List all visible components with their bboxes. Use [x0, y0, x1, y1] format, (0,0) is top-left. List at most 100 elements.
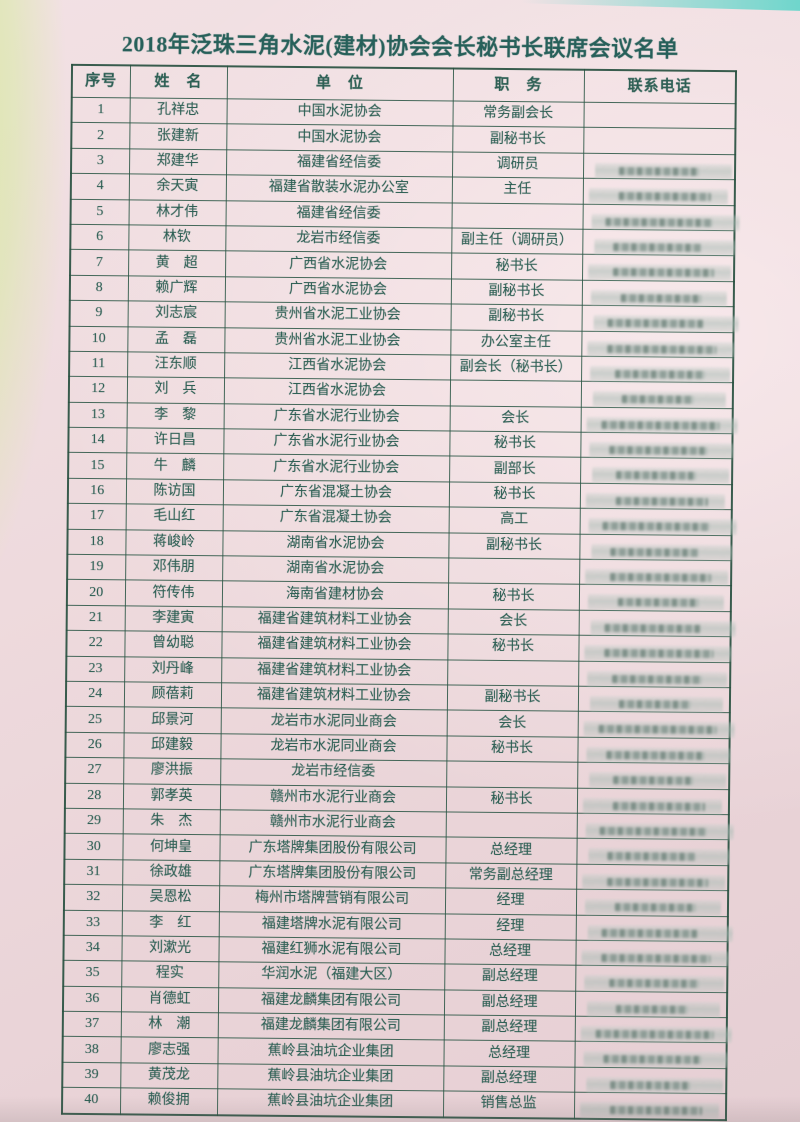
redacted-phone-blur: [586, 1000, 721, 1018]
row-number-cell: 1: [71, 97, 130, 124]
row-number-cell: 7: [70, 249, 129, 276]
phone-cell: [575, 965, 728, 993]
redacted-phone-pixels: [601, 928, 698, 938]
redacted-phone-blur: [591, 467, 730, 485]
bottom-edge-shadow: [0, 1096, 800, 1122]
name-cell: 吴恩松: [121, 884, 220, 912]
redacted-phone-pixels: [600, 826, 708, 836]
redacted-phone-pixels: [618, 192, 712, 202]
redacted-phone-pixels: [613, 801, 706, 811]
position-cell: 常务副会长: [452, 100, 584, 128]
phone-cell: [581, 305, 739, 333]
name-cell: 刘 兵: [126, 377, 225, 404]
redacted-phone-blur: [590, 543, 733, 561]
name-cell: 孟 磊: [127, 326, 225, 353]
redacted-phone-blur: [592, 391, 726, 409]
position-cell: 副总经理: [443, 1015, 575, 1042]
position-cell: 会长: [447, 608, 579, 636]
position-cell: 副秘书长: [446, 684, 579, 712]
position-cell: 秘书长: [446, 735, 578, 763]
redacted-phone-blur: [590, 213, 740, 231]
redacted-phone-blur: [584, 898, 722, 917]
org-cell: 江西省水泥协会: [224, 352, 451, 381]
name-cell: 张建新: [129, 123, 227, 150]
row-number-cell: 37: [62, 1011, 121, 1038]
name-cell: 蒋峻岭: [125, 529, 223, 556]
redacted-phone-blur: [588, 187, 728, 206]
position-cell: 副总经理: [443, 989, 576, 1017]
name-cell: 孔祥忠: [129, 97, 227, 125]
position-cell: 副总经理: [444, 964, 576, 991]
org-cell: 福建省建筑材料工业协会: [221, 631, 448, 660]
row-number-cell: 13: [68, 401, 127, 428]
row-number-cell: 30: [64, 833, 123, 860]
name-cell: 顾蓓莉: [123, 681, 222, 709]
attendee-roster-table: 序号 姓 名 单 位 职 务 联系电话 1 孔祥忠 中国水泥协会 常务副会长 2 张建新中…: [60, 63, 740, 1121]
name-cell: 许日昌: [126, 427, 224, 455]
row-number-cell: 25: [65, 706, 124, 733]
name-cell: 郑建华: [129, 148, 227, 175]
name-cell: 黄 超: [128, 250, 226, 277]
position-cell: 会长: [446, 710, 578, 737]
row-number-cell: 10: [69, 325, 128, 352]
redacted-phone-pixels: [611, 674, 702, 684]
phone-cell: [581, 356, 734, 384]
name-cell: 邓伟朋: [125, 554, 223, 582]
row-number-cell: 38: [62, 1036, 121, 1063]
org-cell: 华润水泥（福建大区）: [218, 962, 445, 990]
org-cell: 赣州市水泥行业商会: [219, 784, 447, 812]
row-number-cell: 9: [69, 300, 128, 327]
redacted-phone-pixels: [601, 420, 720, 430]
org-cell: 广西省水泥协会: [224, 276, 452, 305]
phone-cell: [576, 787, 730, 815]
redacted-phone-pixels: [618, 700, 691, 709]
phone-cell: [574, 1067, 727, 1094]
redacted-phone-blur: [590, 289, 727, 307]
redacted-phone-blur: [588, 771, 727, 790]
redacted-phone-pixels: [604, 649, 714, 659]
org-cell: 蕉岭县油坑企业集团: [217, 1063, 444, 1092]
name-cell: 汪东顺: [127, 351, 225, 379]
org-cell: 福建省散装水泥办公室: [225, 174, 452, 203]
name-cell: 廖洪振: [123, 758, 221, 785]
org-cell: 海南省建材协会: [221, 581, 449, 609]
redacted-phone-blur: [587, 264, 732, 282]
row-number-cell: 12: [68, 376, 128, 403]
redacted-phone-pixels: [598, 725, 717, 735]
row-number-cell: 31: [64, 859, 123, 885]
redacted-phone-blur: [583, 644, 732, 663]
position-cell: 副秘书长: [452, 126, 584, 154]
redacted-phone-blur: [586, 416, 738, 434]
phone-cell: [577, 762, 730, 790]
row-number-cell: 21: [66, 605, 125, 632]
name-cell: 肖德虹: [120, 986, 219, 1013]
phone-cell: [579, 508, 737, 536]
position-cell: 总经理: [444, 938, 576, 966]
row-number-cell: 18: [67, 528, 126, 555]
org-cell: 福建红狮水泥有限公司: [218, 936, 445, 965]
redacted-phone-pixels: [610, 1080, 691, 1090]
redacted-phone-pixels: [616, 496, 709, 506]
redacted-phone-blur: [588, 518, 737, 536]
redacted-phone-blur: [581, 873, 726, 891]
position-cell: [449, 380, 582, 407]
redacted-phone-pixels: [620, 293, 703, 303]
name-cell: 徐政雄: [122, 859, 220, 886]
position-cell: [451, 202, 583, 230]
phone-cell: [583, 127, 736, 155]
name-cell: 李 黎: [126, 402, 224, 429]
row-number-cell: 26: [65, 732, 124, 759]
row-number-cell: 23: [66, 655, 125, 682]
name-cell: 朱 杰: [122, 808, 220, 836]
name-cell: 林钦: [128, 224, 226, 252]
org-cell: 赣州市水泥行业商会: [219, 809, 446, 838]
name-cell: 何坤皇: [122, 834, 220, 861]
phone-cell: [579, 533, 733, 561]
row-number-cell: 5: [70, 198, 129, 225]
header-title: 职 务: [452, 68, 585, 103]
phone-cell: [578, 610, 736, 638]
name-cell: 程实: [121, 961, 219, 988]
redacted-phone-blur: [580, 949, 729, 968]
phone-cell: [579, 483, 733, 510]
position-cell: 常务副总经理: [445, 862, 577, 890]
